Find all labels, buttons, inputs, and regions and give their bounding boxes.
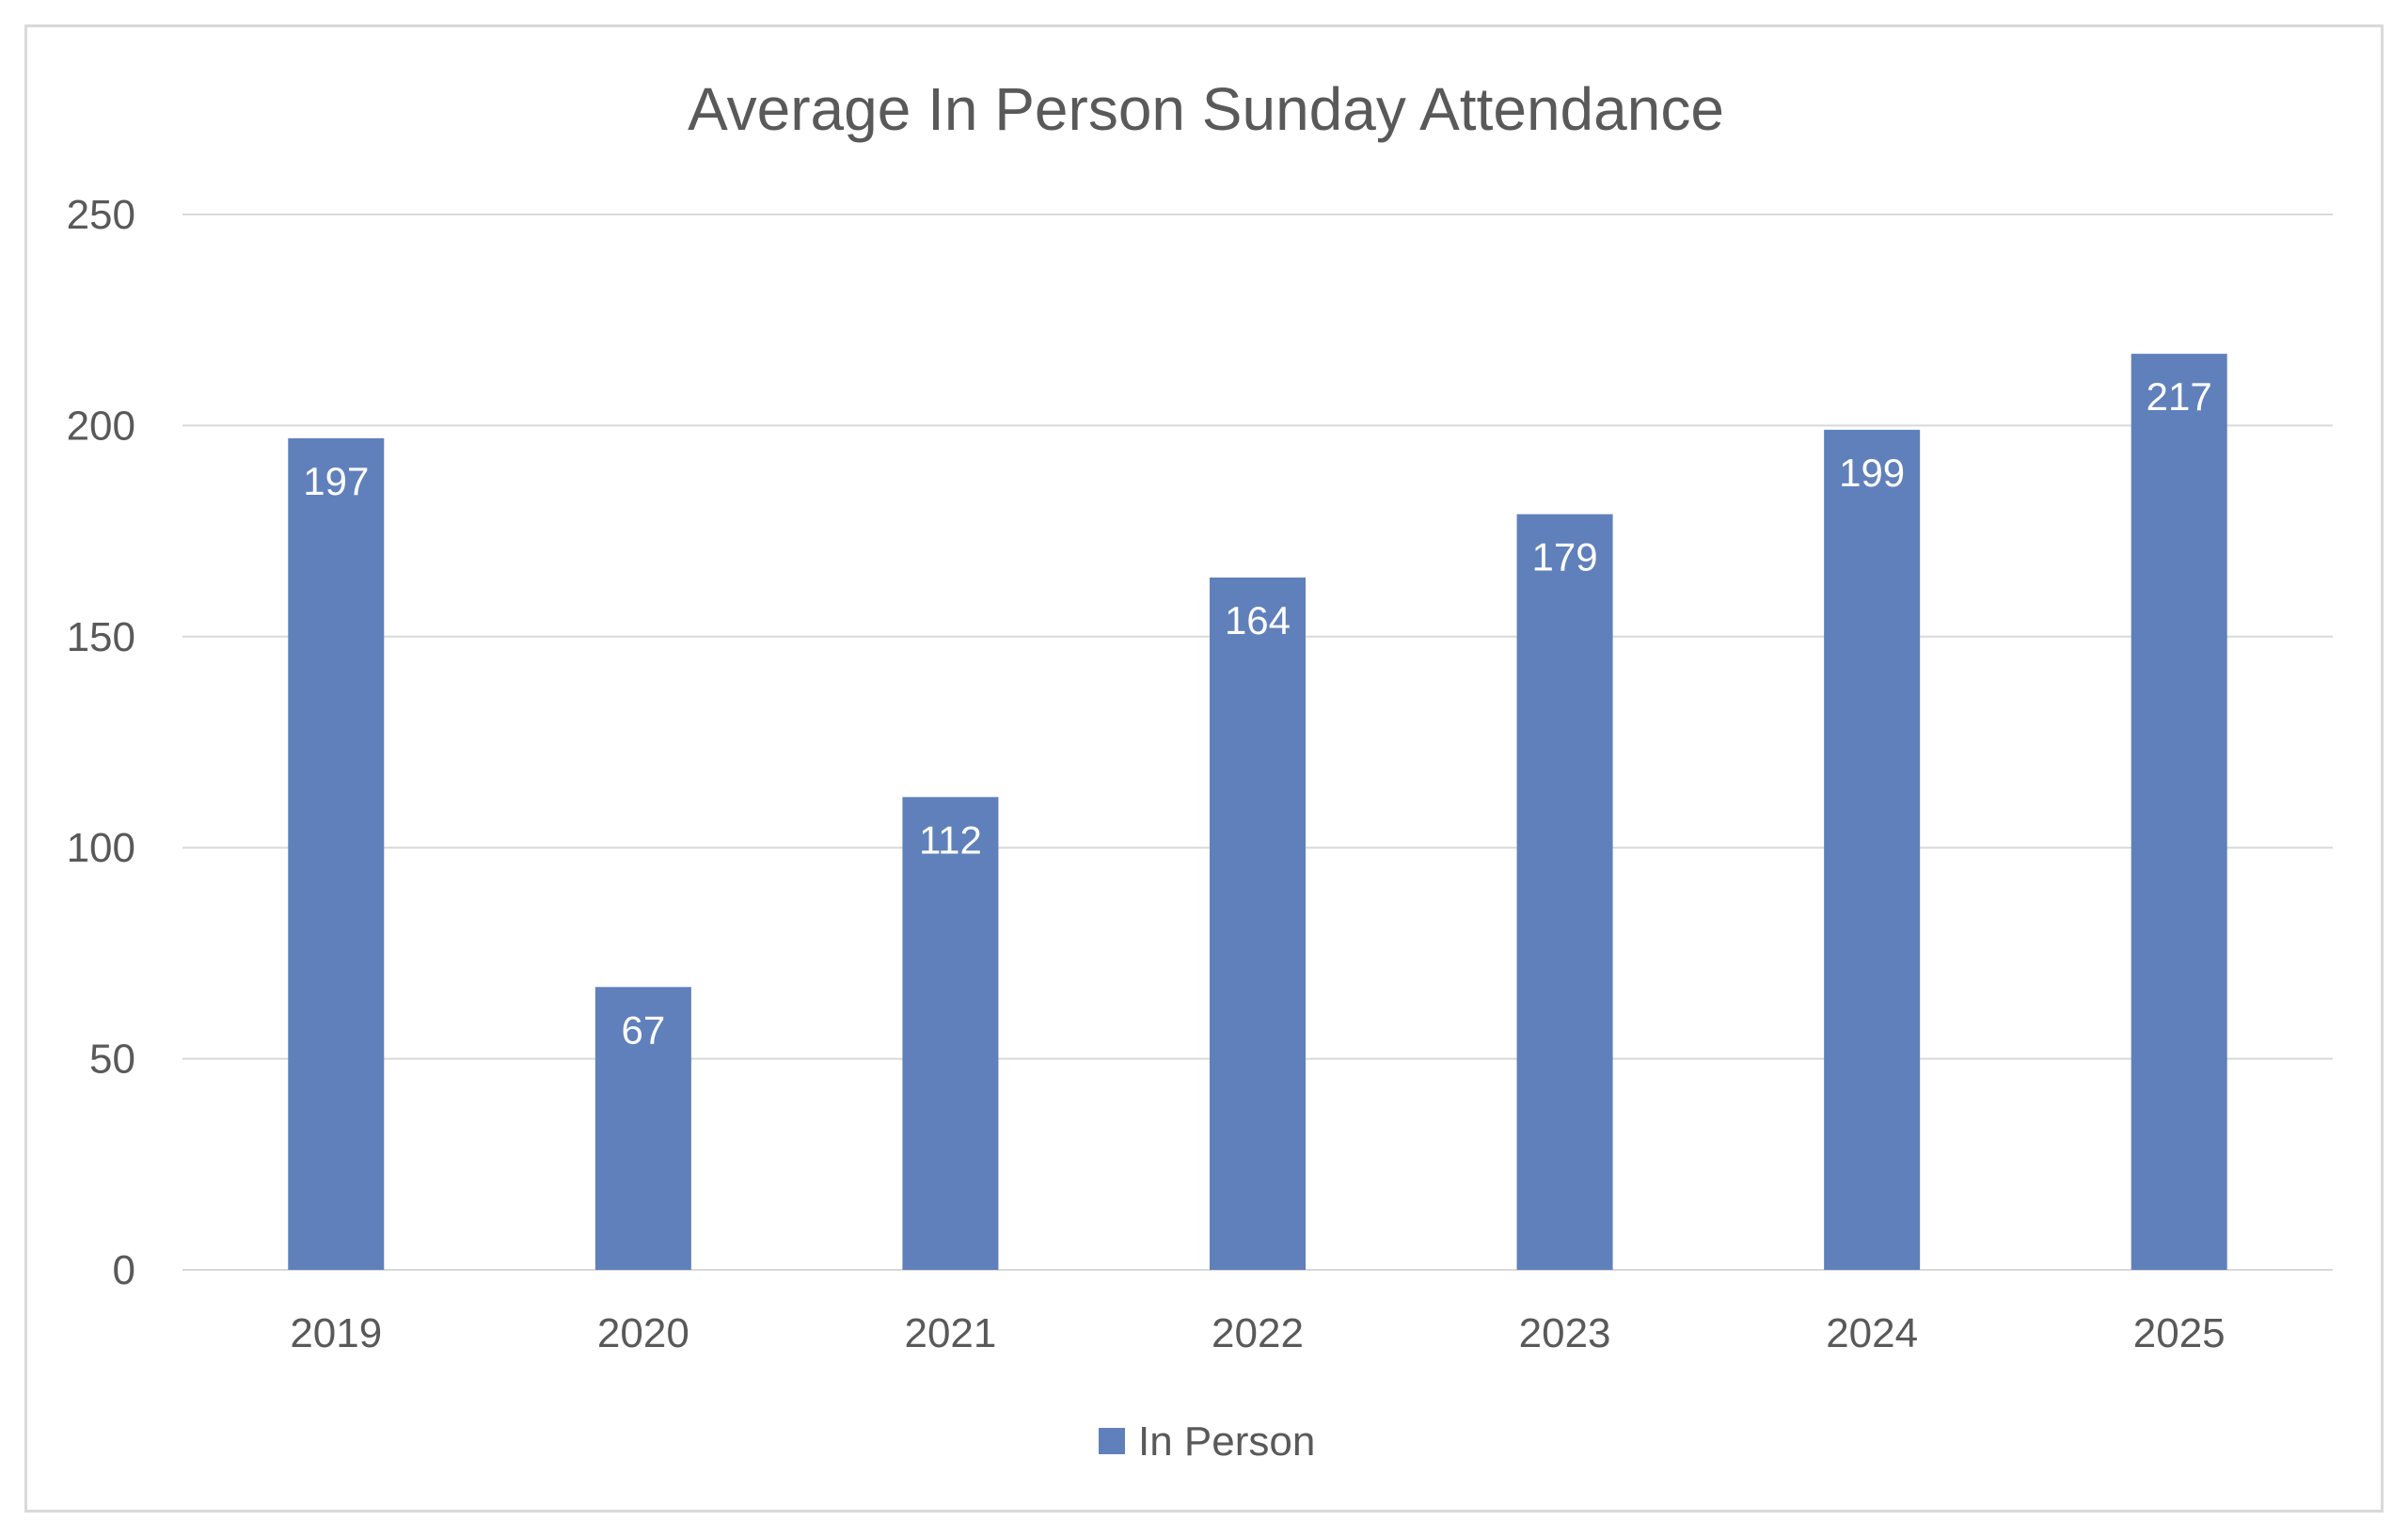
data-label-2024: 199 — [1839, 451, 1905, 495]
data-labels: 197 67 112 164 179 199 217 — [303, 374, 2212, 1052]
bar-2021 — [902, 797, 999, 1270]
bar-series — [288, 354, 2227, 1270]
data-label-2020: 67 — [621, 1007, 665, 1052]
y-tick-label-100: 100 — [67, 825, 135, 871]
y-axis-ticks: 0 50 100 150 200 250 — [67, 192, 135, 1293]
bar-2020 — [594, 987, 691, 1270]
bar-2025 — [2131, 354, 2227, 1270]
y-tick-label-0: 0 — [113, 1247, 135, 1293]
x-tick-label-2024: 2024 — [1826, 1310, 1918, 1356]
bar-2023 — [1516, 514, 1613, 1270]
x-axis-ticks: 2019 2020 2021 2022 2023 2024 2025 — [290, 1310, 2225, 1356]
gridlines — [182, 214, 2333, 1271]
bar-2019 — [288, 437, 385, 1270]
x-tick-label-2022: 2022 — [1212, 1310, 1304, 1356]
y-tick-label-50: 50 — [89, 1037, 135, 1083]
x-tick-label-2023: 2023 — [1519, 1310, 1611, 1356]
y-tick-label-200: 200 — [67, 403, 135, 449]
bar-2022 — [1210, 577, 1306, 1270]
y-tick-label-150: 150 — [67, 614, 135, 660]
data-label-2021: 112 — [919, 817, 982, 862]
legend: In Person — [1099, 1418, 1315, 1465]
y-tick-label-250: 250 — [67, 192, 135, 238]
chart-title: Average In Person Sunday Attendance — [688, 75, 1724, 143]
legend-swatch — [1099, 1428, 1125, 1454]
data-label-2023: 179 — [1532, 535, 1598, 579]
data-label-2019: 197 — [303, 459, 369, 503]
bar-2024 — [1824, 429, 1921, 1270]
x-tick-label-2020: 2020 — [597, 1310, 689, 1356]
chart-frame — [24, 24, 2384, 1513]
x-tick-label-2019: 2019 — [290, 1310, 382, 1356]
x-tick-label-2025: 2025 — [2133, 1310, 2226, 1356]
legend-label-in-person: In Person — [1138, 1418, 1315, 1465]
x-tick-label-2021: 2021 — [904, 1310, 996, 1356]
data-label-2022: 164 — [1225, 598, 1291, 642]
data-label-2025: 217 — [2147, 374, 2212, 419]
